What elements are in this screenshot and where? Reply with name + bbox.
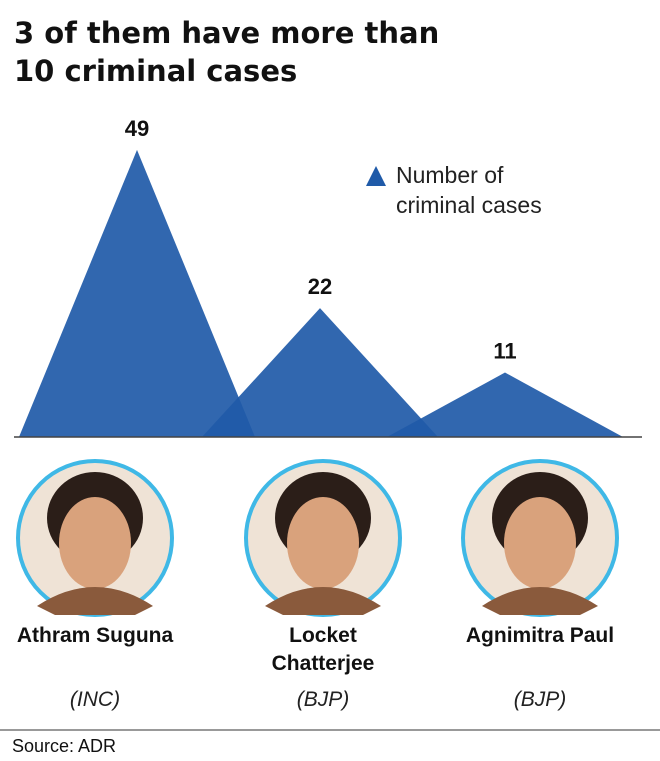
candidate-party: (BJP)	[296, 688, 350, 711]
chart-title: 3 of them have more than 10 criminal cas…	[14, 16, 440, 88]
photo-face	[59, 497, 131, 589]
data-label: 11	[493, 339, 516, 364]
data-label: 49	[125, 116, 149, 141]
triangle-peak	[19, 149, 255, 438]
candidate-name: Agnimitra Paul	[465, 624, 615, 647]
triangle-peak	[202, 308, 438, 437]
photo-shoulders	[482, 587, 598, 615]
legend-label: Number of criminal cases	[396, 162, 542, 218]
candidate-party: (BJP)	[513, 688, 567, 711]
candidate-name: Locket Chatterjee	[271, 624, 375, 675]
data-label: 22	[308, 274, 332, 299]
candidate-name: Athram Suguna	[16, 624, 174, 647]
photo-face	[287, 497, 359, 589]
legend-marker	[366, 166, 386, 186]
source: Source: ADR	[12, 736, 117, 756]
triangle-peak	[387, 372, 623, 437]
photo-shoulders	[37, 587, 153, 615]
candidate-party: (INC)	[69, 688, 121, 711]
photo-face	[504, 497, 576, 589]
photo-shoulders	[265, 587, 381, 615]
